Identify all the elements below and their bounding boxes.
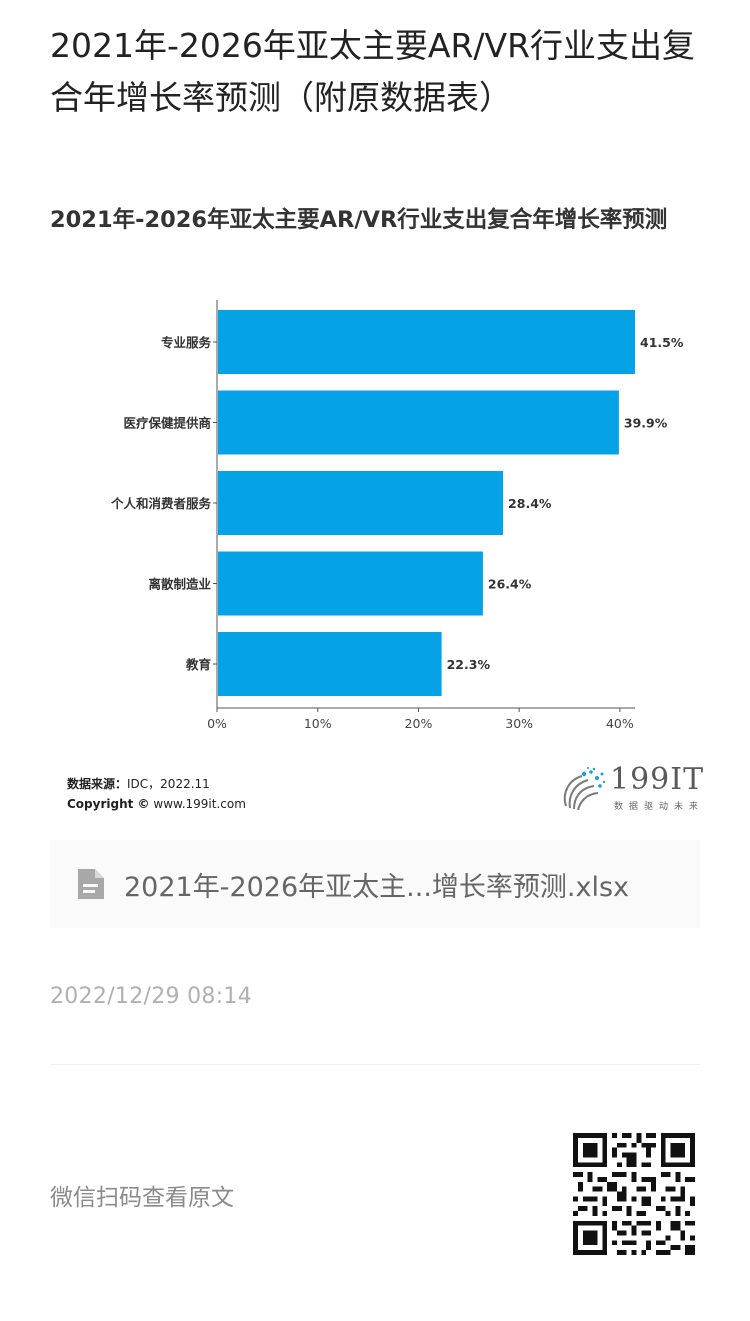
bar-0	[218, 310, 635, 374]
copyright-site: www.199it.com	[153, 797, 246, 811]
x-tick-label-2: 20%	[405, 716, 433, 731]
bar-2	[218, 471, 504, 535]
logo-slogan: 数据驱动未来	[614, 802, 705, 812]
divider	[50, 1064, 700, 1065]
bar-4	[218, 632, 442, 696]
source-label: 数据来源：	[67, 777, 128, 791]
x-tick-label-1: 10%	[304, 716, 332, 731]
page-title: 2021年-2026年亚太主要AR/VR行业支出复合年增长率预测（附原数据表）	[50, 26, 695, 117]
bar-chart: 专业服务 41.5% 医疗保健提供商 39.9% 个人和消费者服务 28.4% 离散制造业 2…	[110, 300, 684, 731]
copyright-label: Copyright ©	[67, 797, 150, 811]
x-tick-label-0: 0%	[207, 716, 227, 731]
source-line: 数据来源：IDC，2022.11	[67, 774, 246, 794]
value-label-3: 26.4%	[488, 577, 532, 592]
value-label-1: 39.9%	[624, 416, 668, 431]
category-label-1: 医疗保健提供商	[123, 416, 211, 431]
logo-mark-icon	[563, 767, 606, 811]
bar-1	[218, 390, 619, 455]
value-label-2: 28.4%	[508, 496, 552, 511]
chart-title: 2021年-2026年亚太主要AR/VR行业支出复合年增长率预测	[50, 207, 668, 233]
category-label-0: 专业服务	[161, 335, 212, 350]
x-tick-label-3: 30%	[505, 716, 533, 731]
category-label-2: 个人和消费者服务	[110, 496, 212, 511]
logo-text: 199IT	[610, 762, 705, 797]
wechat-scan-text: 微信扫码查看原文	[50, 1185, 234, 1211]
file-icon	[78, 869, 104, 899]
qr-code-icon[interactable]	[573, 1133, 695, 1255]
attachment-card[interactable]: 2021年-2026年亚太主...增长率预测.xlsx	[50, 840, 700, 928]
x-tick-label-4: 40%	[606, 716, 634, 731]
source-value: IDC，2022.11	[127, 777, 210, 791]
category-label-4: 教育	[185, 657, 212, 672]
source-block: 数据来源：IDC，2022.11 Copyright © www.199it.c…	[67, 774, 246, 814]
category-label-3: 离散制造业	[148, 577, 211, 592]
publish-timestamp: 2022/12/29 08:14	[50, 984, 252, 1009]
attachment-filename[interactable]: 2021年-2026年亚太主...增长率预测.xlsx	[124, 871, 630, 903]
value-label-4: 22.3%	[447, 657, 491, 672]
value-label-0: 41.5%	[640, 335, 684, 350]
logo-199it: 199IT 数据驱动未来	[558, 762, 703, 814]
copyright-line: Copyright © www.199it.com	[67, 794, 246, 814]
bar-3	[218, 551, 483, 616]
